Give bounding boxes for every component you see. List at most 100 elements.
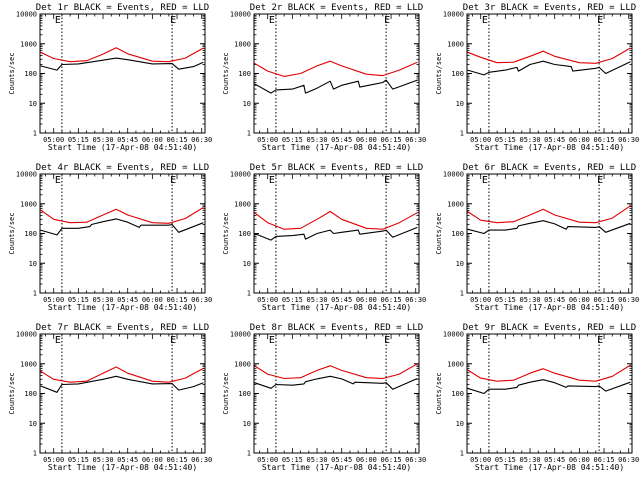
y-tick-label: 1000	[20, 200, 37, 208]
x-tick-label: 05:15	[495, 296, 516, 304]
plot-frame	[39, 333, 206, 454]
x-tick-label: 05:30	[520, 456, 541, 464]
y-tick-label: 10	[243, 420, 251, 428]
x-tick-label: 06:15	[381, 296, 402, 304]
x-tick-label: 05:45	[544, 136, 565, 144]
y-tick-label: 10000	[230, 171, 251, 179]
y-tick-label: 10	[243, 100, 251, 108]
x-axis-label: Start Time (17-Apr-08 04:51:40)	[48, 463, 197, 472]
x-tick-label: 06:15	[167, 296, 188, 304]
x-tick-label: 05:30	[307, 296, 328, 304]
x-tick-label: 05:45	[331, 296, 352, 304]
y-tick-label: 1	[247, 450, 251, 458]
y-tick-label: 10000	[16, 11, 37, 19]
y-tick-label: 1	[33, 450, 37, 458]
event-annotation: E	[269, 175, 275, 186]
event-annotation: E	[482, 15, 488, 26]
event-annotation: E	[384, 335, 390, 346]
y-axis-label: Counts/sec	[435, 372, 443, 414]
x-tick-label: 06:30	[405, 296, 426, 304]
y-tick-label: 100	[451, 230, 464, 238]
x-axis-label: Start Time (17-Apr-08 04:51:40)	[262, 143, 411, 152]
y-tick-label: 100	[451, 70, 464, 78]
x-tick-label: 05:00	[43, 136, 64, 144]
events-series-line	[467, 220, 631, 235]
panel-8: Det 8r BLACK = Events, RED = LLD 1 10 100 10…	[222, 323, 426, 472]
x-tick-label: 06:15	[594, 456, 615, 464]
y-tick-label: 10	[456, 100, 464, 108]
y-tick-label: 100	[24, 70, 37, 78]
x-tick-label: 06:00	[569, 136, 590, 144]
y-axis-label: Counts/sec	[8, 52, 16, 94]
y-axis-label: Counts/sec	[435, 212, 443, 254]
y-tick-label: 1000	[447, 40, 464, 48]
x-axis-label: Start Time (17-Apr-08 04:51:40)	[48, 143, 197, 152]
y-tick-label: 1	[247, 290, 251, 298]
panel-6: Det 6r BLACK = Events, RED = LLD 1 10 100 10…	[435, 163, 639, 312]
event-annotation: E	[597, 175, 603, 186]
panel-7: Det 7r BLACK = Events, RED = LLD 1 10 100 10…	[8, 323, 212, 472]
x-tick-label: 05:30	[520, 296, 541, 304]
event-annotation: E	[55, 175, 61, 186]
panel-title: Det 2r BLACK = Events, RED = LLD	[250, 3, 423, 13]
x-axis-label: Start Time (17-Apr-08 04:51:40)	[475, 143, 624, 152]
events-series-line	[254, 226, 418, 241]
events-series-line	[467, 379, 631, 395]
y-tick-label: 10	[243, 260, 251, 268]
y-tick-label: 1	[247, 130, 251, 138]
events-series-line	[467, 60, 631, 76]
lld-series-line	[40, 366, 204, 383]
y-tick-label: 1000	[447, 360, 464, 368]
panel-2: Det 2r BLACK = Events, RED = LLD 1 10 100 10…	[222, 3, 426, 152]
event-annotation: E	[482, 335, 488, 346]
panel-title: Det 6r BLACK = Events, RED = LLD	[463, 163, 636, 173]
y-tick-label: 1000	[447, 200, 464, 208]
y-axis-label: Counts/sec	[435, 52, 443, 94]
events-series-line	[40, 218, 204, 236]
plot-frame	[466, 333, 633, 454]
event-annotation: E	[597, 15, 603, 26]
y-tick-label: 1	[33, 290, 37, 298]
x-tick-label: 05:45	[331, 456, 352, 464]
y-axis-label: Counts/sec	[8, 372, 16, 414]
x-tick-label: 06:00	[569, 456, 590, 464]
event-annotation: E	[482, 175, 488, 186]
y-tick-label: 10	[29, 420, 37, 428]
y-tick-label: 100	[238, 230, 251, 238]
x-axis-label: Start Time (17-Apr-08 04:51:40)	[262, 463, 411, 472]
x-tick-label: 06:00	[142, 456, 163, 464]
x-tick-label: 05:00	[257, 136, 278, 144]
x-tick-label: 06:30	[618, 136, 639, 144]
lld-series-line	[40, 47, 204, 63]
panel-1: Det 1r BLACK = Events, RED = LLD 1 10 100 10…	[8, 3, 212, 152]
y-axis-label: Counts/sec	[222, 212, 230, 254]
panel-3: Det 3r BLACK = Events, RED = LLD 1 10 100 10…	[435, 3, 639, 152]
y-tick-label: 10	[456, 260, 464, 268]
panel-title: Det 3r BLACK = Events, RED = LLD	[463, 3, 636, 13]
x-tick-label: 05:15	[495, 136, 516, 144]
x-tick-label: 06:15	[381, 136, 402, 144]
events-series-line	[254, 375, 418, 390]
plot-frame	[466, 173, 633, 294]
x-tick-label: 05:45	[117, 296, 138, 304]
x-axis-label: Start Time (17-Apr-08 04:51:40)	[475, 463, 624, 472]
y-tick-label: 1	[33, 130, 37, 138]
x-tick-label: 06:00	[356, 456, 377, 464]
y-tick-label: 10000	[16, 171, 37, 179]
y-tick-label: 100	[24, 230, 37, 238]
x-tick-label: 05:45	[117, 456, 138, 464]
x-tick-label: 05:00	[470, 296, 491, 304]
plot-frame	[253, 13, 420, 134]
y-tick-label: 100	[238, 70, 251, 78]
panel-title: Det 1r BLACK = Events, RED = LLD	[36, 3, 209, 13]
x-tick-label: 06:30	[405, 456, 426, 464]
x-tick-label: 05:00	[470, 136, 491, 144]
y-tick-label: 1000	[234, 360, 251, 368]
x-tick-label: 05:15	[282, 456, 303, 464]
lld-series-line	[467, 205, 631, 224]
x-tick-label: 05:15	[282, 136, 303, 144]
y-tick-label: 1000	[20, 360, 37, 368]
y-tick-label: 10000	[230, 11, 251, 19]
event-annotation: E	[384, 15, 390, 26]
x-axis-label: Start Time (17-Apr-08 04:51:40)	[475, 303, 624, 312]
